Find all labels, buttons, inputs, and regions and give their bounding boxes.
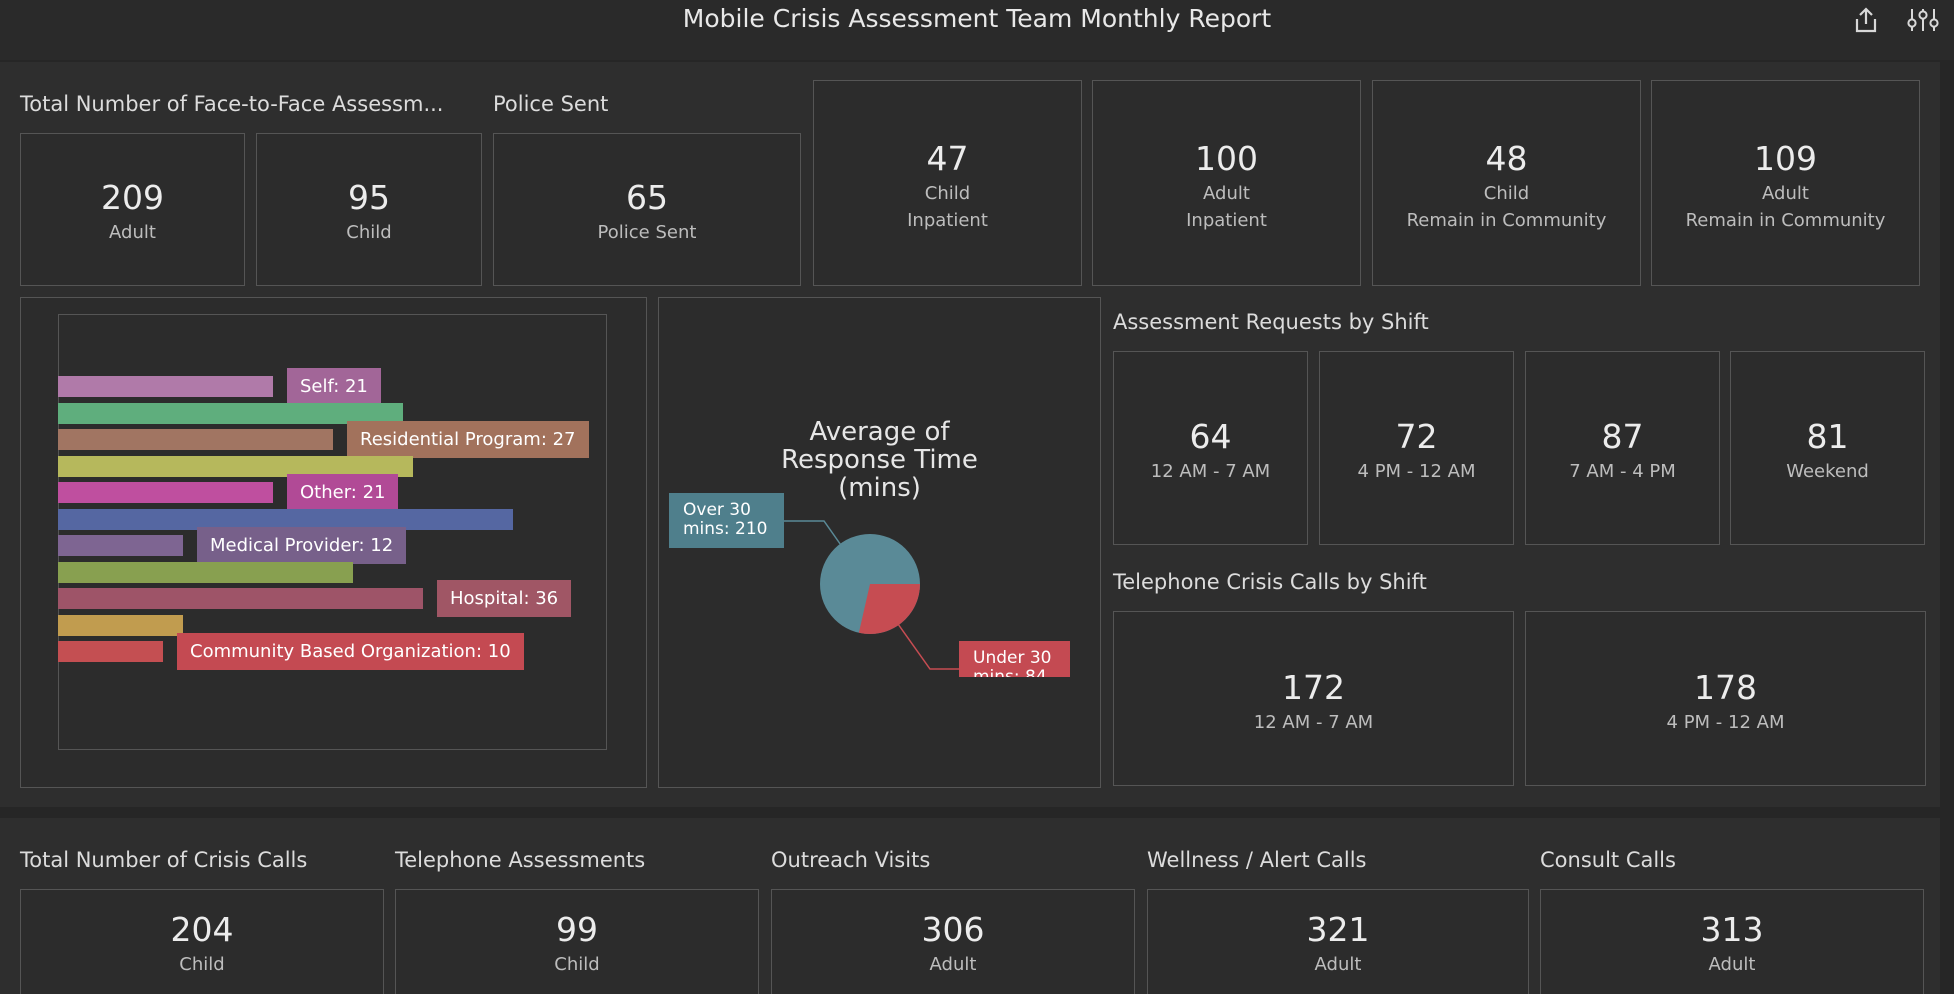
telephone-assessments-title: Telephone Assessments xyxy=(395,848,646,872)
bar-hospital[interactable] xyxy=(58,588,423,609)
kpi-label-line2: Remain in Community xyxy=(1406,210,1607,231)
kpi-value: 48 xyxy=(1485,139,1528,178)
kpi-value: 321 xyxy=(1306,910,1370,949)
kpi-card-adult-remain-community[interactable]: 109 Adult Remain in Community xyxy=(1651,80,1920,286)
kpi-card-phone-4pm-12am[interactable]: 178 4 PM - 12 AM xyxy=(1525,611,1926,786)
share-icon[interactable] xyxy=(1852,6,1880,34)
kpi-label-line1: Adult xyxy=(1762,183,1809,204)
kpi-card-telephone-assessments[interactable]: 99 Child xyxy=(395,889,759,994)
crisis-calls-title: Total Number of Crisis Calls xyxy=(20,848,308,872)
pie-label-over-30: Over 30 mins: 210 xyxy=(669,493,784,548)
kpi-card-child-inpatient[interactable]: 47 Child Inpatient xyxy=(813,80,1082,286)
kpi-value: 178 xyxy=(1694,668,1757,707)
kpi-label-line1: Adult xyxy=(1203,183,1250,204)
kpi-value: 100 xyxy=(1195,139,1258,178)
kpi-card-police-sent[interactable]: 65 Police Sent xyxy=(493,133,801,286)
bar-series-1[interactable] xyxy=(58,403,403,424)
kpi-card-adult-assessments[interactable]: 209 Adult xyxy=(20,133,245,286)
kpi-label: Adult xyxy=(1314,954,1362,975)
bar-other[interactable] xyxy=(58,482,273,503)
kpi-label: Weekend xyxy=(1786,461,1869,482)
kpi-card-shift-7am-4pm[interactable]: 87 7 AM - 4 PM xyxy=(1525,351,1720,545)
kpi-value: 204 xyxy=(170,910,234,949)
kpi-card-adult-inpatient[interactable]: 100 Adult Inpatient xyxy=(1092,80,1361,286)
referral-bar-chart-plot xyxy=(58,314,607,750)
kpi-label-line2: Inpatient xyxy=(1186,210,1267,231)
kpi-label-line2: Inpatient xyxy=(907,210,988,231)
kpi-value: 313 xyxy=(1700,910,1764,949)
kpi-label-line2: Remain in Community xyxy=(1685,210,1886,231)
kpi-value: 209 xyxy=(101,178,164,217)
bar-data-label: Other: 21 xyxy=(287,474,399,511)
kpi-card-shift-4pm-12am[interactable]: 72 4 PM - 12 AM xyxy=(1319,351,1514,545)
bar-self[interactable] xyxy=(58,376,273,397)
kpi-value: 87 xyxy=(1601,417,1644,456)
kpi-label-line1: Child xyxy=(924,183,971,204)
kpi-card-shift-weekend[interactable]: 81 Weekend xyxy=(1730,351,1925,545)
kpi-label: Police Sent xyxy=(597,222,697,243)
kpi-label: Adult xyxy=(109,222,156,243)
consult-calls-title: Consult Calls xyxy=(1540,848,1676,872)
kpi-value: 72 xyxy=(1395,417,1438,456)
kpi-card-phone-12am-7am[interactable]: 172 12 AM - 7 AM xyxy=(1113,611,1514,786)
pie-slice-under-30[interactable] xyxy=(858,584,920,634)
kpi-label: 4 PM - 12 AM xyxy=(1666,712,1785,733)
kpi-value: 109 xyxy=(1754,139,1817,178)
kpi-value: 306 xyxy=(921,910,985,949)
kpi-card-child-remain-community[interactable]: 48 Child Remain in Community xyxy=(1372,80,1641,286)
pie-label-text: Under 30 mins: 84 xyxy=(973,648,1052,678)
page-title: Mobile Crisis Assessment Team Monthly Re… xyxy=(682,4,1272,33)
kpi-label: 7 AM - 4 PM xyxy=(1569,461,1676,482)
kpi-value: 172 xyxy=(1282,668,1345,707)
kpi-card-wellness-calls[interactable]: 321 Adult xyxy=(1147,889,1529,994)
kpi-value: 47 xyxy=(926,139,969,178)
bar-data-label: Medical Provider: 12 xyxy=(197,527,407,564)
outreach-visits-title: Outreach Visits xyxy=(771,848,931,872)
bar-series-9[interactable] xyxy=(58,615,183,636)
kpi-label: Child xyxy=(346,222,392,243)
kpi-value: 81 xyxy=(1806,417,1849,456)
phone-shift-title: Telephone Crisis Calls by Shift xyxy=(1113,570,1427,594)
kpi-value: 99 xyxy=(556,910,598,949)
kpi-value: 64 xyxy=(1189,417,1232,456)
kpi-card-shift-12am-7am[interactable]: 64 12 AM - 7 AM xyxy=(1113,351,1308,545)
kpi-label: 4 PM - 12 AM xyxy=(1357,461,1476,482)
kpi-label: Adult xyxy=(1708,954,1756,975)
kpi-value: 65 xyxy=(626,178,668,217)
title-bar: Mobile Crisis Assessment Team Monthly Re… xyxy=(0,0,1954,60)
bar-data-label: Self: 21 xyxy=(287,368,381,405)
police-sent-title: Police Sent xyxy=(493,92,609,116)
bar-medical-provider[interactable] xyxy=(58,535,183,556)
kpi-label: 12 AM - 7 AM xyxy=(1150,461,1271,482)
kpi-value: 95 xyxy=(348,178,390,217)
kpi-card-consult-calls[interactable]: 313 Adult xyxy=(1540,889,1924,994)
bar-data-label: Community Based Organization: 10 xyxy=(177,633,524,670)
kpi-card-child-assessments[interactable]: 95 Child xyxy=(256,133,482,286)
kpi-label: Adult xyxy=(929,954,977,975)
pie-label-under-30: Under 30 mins: 84 xyxy=(959,641,1070,677)
kpi-label-line1: Child xyxy=(1483,183,1530,204)
bar-data-label: Residential Program: 27 xyxy=(347,421,589,458)
bar-residential-program[interactable] xyxy=(58,429,333,450)
response-time-pie-title: Average of Response Time (mins) xyxy=(658,418,1101,502)
filter-settings-icon[interactable] xyxy=(1906,6,1940,34)
kpi-label: 12 AM - 7 AM xyxy=(1253,712,1374,733)
bar-series-7[interactable] xyxy=(58,562,353,583)
kpi-label: Child xyxy=(179,954,225,975)
bar-community-based-organization[interactable] xyxy=(58,641,163,662)
kpi-card-crisis-calls[interactable]: 204 Child xyxy=(20,889,384,994)
pie-title: Average of Response Time (mins) xyxy=(781,417,978,503)
bar-series-5[interactable] xyxy=(58,509,513,530)
shift-requests-title: Assessment Requests by Shift xyxy=(1113,310,1429,334)
kpi-label: Child xyxy=(554,954,600,975)
pie-label-text: Over 30 mins: 210 xyxy=(683,500,768,539)
kpi-card-outreach-visits[interactable]: 306 Adult xyxy=(771,889,1135,994)
bar-series-3[interactable] xyxy=(58,456,413,477)
bar-data-label: Hospital: 36 xyxy=(437,580,572,617)
wellness-calls-title: Wellness / Alert Calls xyxy=(1147,848,1367,872)
face-to-face-title: Total Number of Face-to-Face Assessm... xyxy=(20,92,444,116)
